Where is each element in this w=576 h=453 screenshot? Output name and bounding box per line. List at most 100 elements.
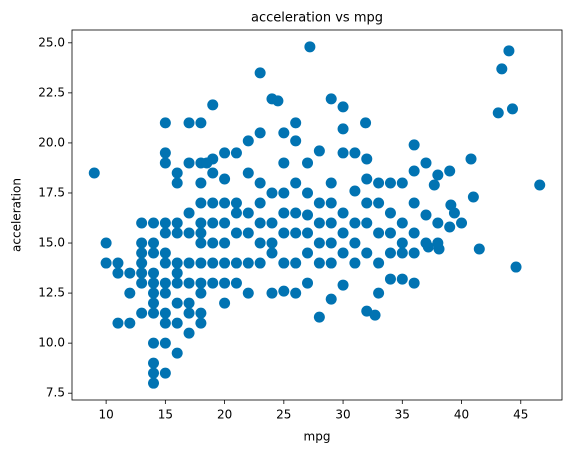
point	[396, 273, 408, 285]
point	[278, 227, 290, 239]
point	[384, 273, 396, 285]
point	[183, 307, 195, 319]
point	[183, 327, 195, 339]
point	[448, 207, 460, 219]
point	[254, 217, 266, 229]
point	[195, 227, 207, 239]
point	[349, 217, 361, 229]
point	[506, 103, 518, 115]
point	[136, 217, 148, 229]
point	[456, 217, 468, 229]
point	[266, 287, 278, 299]
point	[136, 267, 148, 279]
point	[159, 287, 171, 299]
point	[219, 297, 231, 309]
point	[136, 307, 148, 319]
point	[148, 377, 160, 389]
point	[290, 227, 302, 239]
point	[159, 117, 171, 129]
point	[325, 257, 337, 269]
point	[195, 237, 207, 249]
point	[266, 217, 278, 229]
point	[302, 277, 314, 289]
point	[266, 187, 278, 199]
point	[361, 305, 373, 317]
point	[207, 99, 219, 111]
point	[230, 227, 242, 239]
point	[148, 237, 160, 249]
point	[195, 117, 207, 129]
point	[337, 147, 349, 159]
point	[467, 191, 479, 203]
point	[124, 267, 136, 279]
point	[337, 101, 349, 113]
point	[230, 257, 242, 269]
point	[361, 247, 373, 259]
point	[384, 227, 396, 239]
point	[266, 237, 278, 249]
point	[337, 123, 349, 135]
x-tick-label: 10	[98, 408, 113, 422]
point	[171, 227, 183, 239]
point	[313, 197, 325, 209]
point	[254, 67, 266, 79]
point	[88, 167, 100, 179]
point	[183, 297, 195, 309]
point	[492, 107, 504, 119]
point	[254, 257, 266, 269]
point	[159, 277, 171, 289]
x-tick-label: 25	[276, 408, 291, 422]
point	[171, 167, 183, 179]
point	[302, 227, 314, 239]
point	[360, 117, 372, 129]
point	[148, 337, 160, 349]
point	[242, 207, 254, 219]
point	[183, 157, 195, 169]
point	[278, 187, 290, 199]
point	[183, 257, 195, 269]
point	[304, 41, 316, 53]
point	[242, 135, 254, 147]
point	[207, 197, 219, 209]
point	[432, 217, 444, 229]
point	[148, 247, 160, 259]
point	[408, 139, 420, 151]
point	[302, 209, 314, 221]
x-tick-label: 30	[335, 408, 350, 422]
point	[290, 207, 302, 219]
point	[396, 247, 408, 259]
point	[112, 317, 124, 329]
point	[337, 247, 349, 259]
point	[408, 227, 420, 239]
y-tick-label: 20.0	[38, 135, 65, 149]
point	[207, 277, 219, 289]
point	[219, 217, 231, 229]
point	[159, 247, 171, 259]
y-axis-label: acceleration	[10, 178, 24, 252]
point	[408, 165, 420, 177]
point	[465, 153, 477, 165]
point	[420, 157, 432, 169]
point	[254, 127, 266, 139]
point	[219, 257, 231, 269]
point	[148, 367, 160, 379]
point	[396, 217, 408, 229]
point	[325, 293, 337, 305]
point	[420, 237, 432, 249]
point	[325, 217, 337, 229]
point	[325, 237, 337, 249]
point	[230, 147, 242, 159]
point	[195, 277, 207, 289]
point	[337, 207, 349, 219]
y-tick-label: 15.0	[38, 236, 65, 250]
point	[369, 309, 381, 321]
point	[272, 95, 284, 107]
x-axis-label: mpg	[304, 430, 331, 444]
point	[148, 267, 160, 279]
point	[136, 257, 148, 269]
point	[432, 237, 444, 249]
point	[171, 257, 183, 269]
point	[195, 217, 207, 229]
point	[373, 287, 385, 299]
